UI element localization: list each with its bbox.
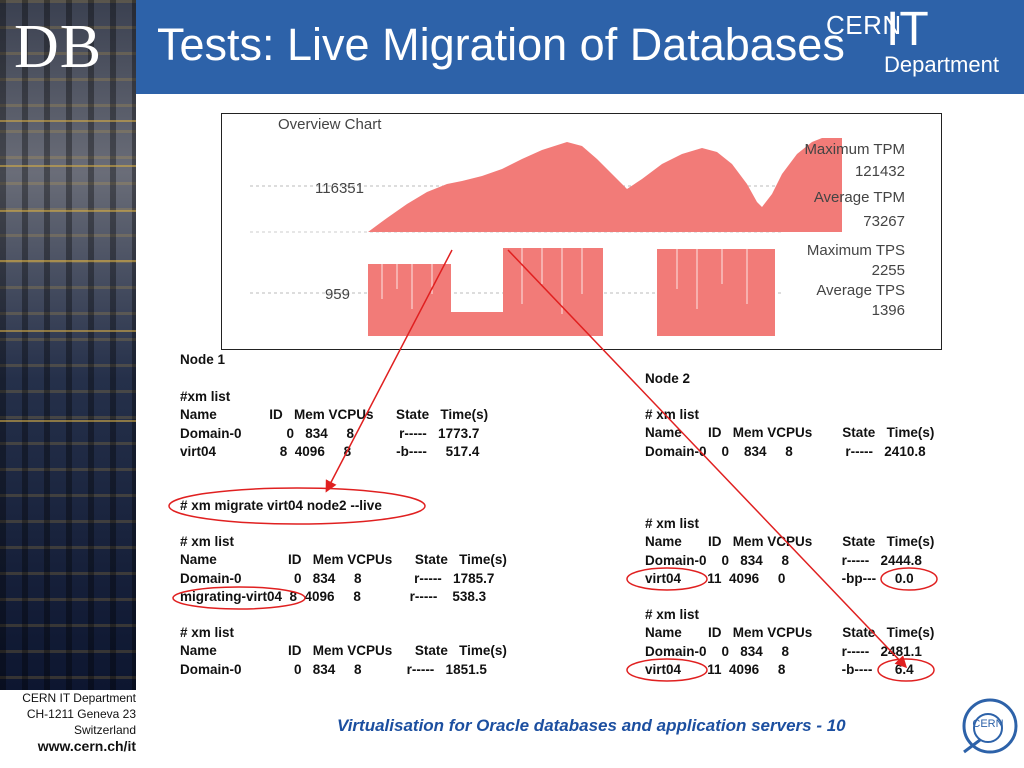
tpm-area: [368, 138, 842, 232]
node2-list-after: # xm list Name ID Mem VCPUs State Time(s…: [645, 607, 935, 677]
overview-chart: Overview Chart 116351 959 Maximum TPM 12…: [221, 113, 942, 350]
tps-bars: [368, 248, 775, 336]
node1-heading: Node 1: [180, 352, 226, 367]
footer-org-line2: CH-1211 Geneva 23: [26, 707, 136, 721]
node1-list-after: # xm list Name ID Mem VCPUs State Time(s…: [180, 625, 507, 677]
db-logo: DB: [14, 13, 103, 81]
footer-url[interactable]: www.cern.ch/it: [37, 738, 136, 754]
cern-logo: CERN: [962, 698, 1018, 754]
node2-list-during: # xm list Name ID Mem VCPUs State Time(s…: [645, 516, 935, 586]
stat-avg-tpm-value: 73267: [863, 213, 905, 230]
node1-list-during: # xm list Name ID Mem VCPUs State Time(s…: [180, 534, 507, 604]
node1-migrate-command: # xm migrate virt04 node2 --live: [180, 498, 382, 513]
department-logo-text: Department: [884, 52, 999, 77]
gridline-label-bottom: 959: [325, 286, 350, 303]
slide-title: Tests: Live Migration of Databases: [157, 19, 845, 70]
stat-max-tpm-label: Maximum TPM: [804, 141, 905, 158]
footer-org-line1: CERN IT Department: [22, 691, 136, 705]
datacenter-photo: [0, 0, 136, 690]
stat-max-tps-value: 2255: [871, 262, 905, 279]
stat-max-tps-label: Maximum TPS: [806, 242, 905, 259]
footer-caption: Virtualisation for Oracle databases and …: [337, 716, 846, 735]
gridline-label-top: 116351: [315, 180, 364, 197]
node2-heading: Node 2: [645, 371, 691, 386]
cern-logo-text: CERN: [972, 718, 1003, 730]
stat-avg-tps-value: 1396: [871, 302, 905, 319]
stat-max-tpm-value: 121432: [854, 163, 905, 180]
cern-logo-text: CERN: [826, 10, 902, 40]
node1-list-before: #xm list Name ID Mem VCPUs State Time(s)…: [180, 389, 489, 459]
stat-avg-tps-label: Average TPS: [816, 282, 905, 299]
it-logo-text: IT: [886, 3, 929, 56]
stat-avg-tpm-label: Average TPM: [813, 189, 905, 206]
node2-list-before: # xm list Name ID Mem VCPUs State Time(s…: [645, 407, 935, 459]
footer-org-block: CERN IT Department CH-1211 Geneva 23 Swi…: [0, 690, 136, 754]
chart-title: Overview Chart: [278, 116, 382, 133]
footer-org-line3: Switzerland: [73, 723, 136, 737]
header-bar: [0, 0, 1024, 94]
